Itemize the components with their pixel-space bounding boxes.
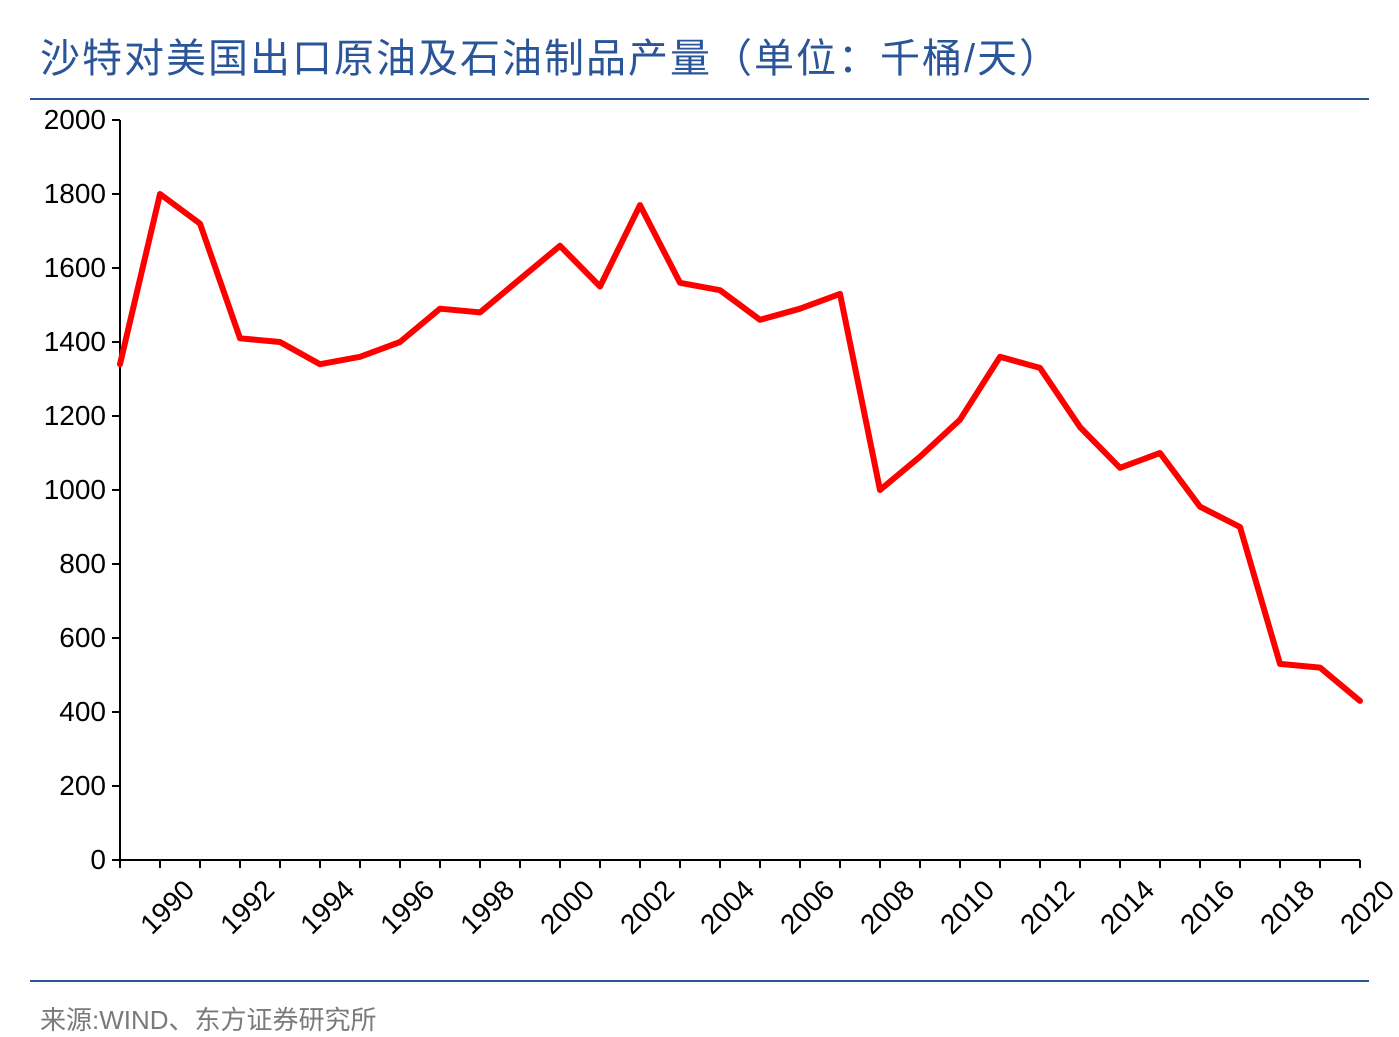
chart-svg [30,100,1380,980]
y-tick-label: 1600 [30,252,106,284]
y-tick-label: 0 [30,844,106,876]
y-tick-label: 200 [30,770,106,802]
line-chart: 0200400600800100012001400160018002000199… [30,100,1380,980]
y-tick-label: 2000 [30,104,106,136]
y-tick-label: 1000 [30,474,106,506]
y-tick-label: 800 [30,548,106,580]
y-tick-label: 400 [30,696,106,728]
y-tick-label: 600 [30,622,106,654]
y-tick-label: 1800 [30,178,106,210]
y-tick-label: 1200 [30,400,106,432]
y-tick-label: 1400 [30,326,106,358]
data-series-line [120,194,1360,701]
source-label: 来源:WIND、东方证券研究所 [30,982,1369,1037]
chart-title: 沙特对美国出口原油及石油制品产量（单位：千桶/天） [30,20,1369,98]
